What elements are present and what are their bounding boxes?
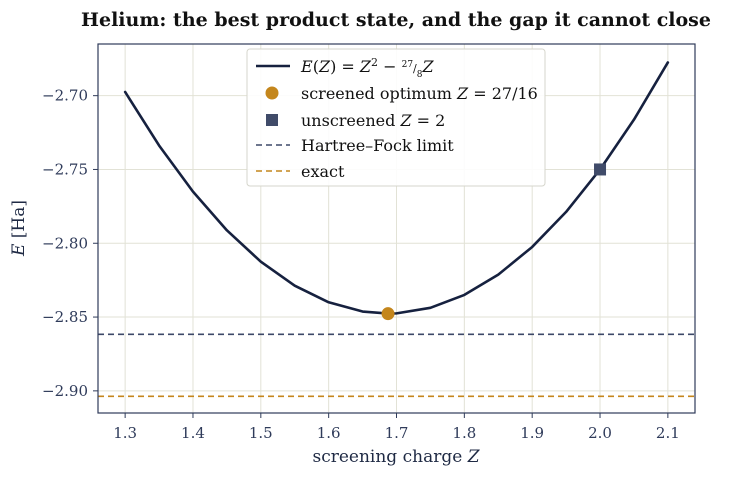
legend-box	[246, 48, 546, 187]
x-axis-label: screening charge Z	[312, 447, 480, 467]
x-tick-label: 1.9	[520, 424, 544, 442]
x-tick-label: 1.3	[113, 424, 137, 442]
x-tick-label: 1.6	[317, 424, 341, 442]
y-tick-label: −2.80	[42, 234, 88, 252]
y-tick-label: −2.75	[42, 160, 88, 178]
x-tick-label: 1.7	[385, 424, 409, 442]
legend-swatch-unscreened	[266, 114, 278, 126]
y-axis-label: E [Ha]	[9, 200, 29, 257]
x-tick-label: 1.4	[181, 424, 205, 442]
legend: E(Z) = Z2 − 27/8Z screened optimum Z = 2…	[246, 48, 546, 187]
legend-label-hartree-fock: Hartree–Fock limit	[301, 136, 454, 155]
y-tick-label: −2.90	[42, 382, 88, 400]
marker-layer	[381, 163, 607, 321]
legend-label-exact: exact	[301, 162, 345, 181]
legend-label-optimum: screened optimum Z = 27/16	[301, 84, 538, 103]
legend-swatch-optimum	[265, 86, 279, 100]
unscreened-point	[594, 163, 607, 176]
x-tick-label: 1.5	[249, 424, 273, 442]
y-tick-label: −2.85	[42, 308, 88, 326]
x-tick-label: 2.0	[588, 424, 612, 442]
legend-label-curve: E(Z) = Z2 − 27/8Z	[300, 56, 435, 81]
chart-title: Helium: the best product state, and the …	[81, 9, 711, 31]
tick-labels: 1.3 1.4 1.5 1.6 1.7 1.8 1.9 2.0 2.1 −2.70 −2.75 −2.…	[42, 87, 680, 442]
legend-label-unscreened: unscreened Z = 2	[301, 111, 445, 130]
x-tick-label: 1.8	[452, 424, 476, 442]
optimum-point	[381, 307, 395, 321]
y-tick-label: −2.70	[42, 87, 88, 105]
x-tick-label: 2.1	[656, 424, 680, 442]
